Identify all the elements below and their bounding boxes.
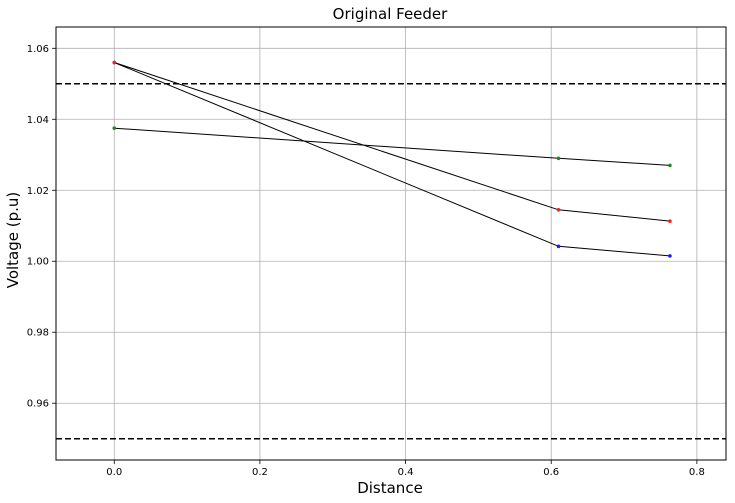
y-tick-label: 1.02 — [27, 186, 49, 197]
plot-frame — [55, 26, 727, 461]
y-tick-label: 0.98 — [27, 328, 49, 339]
x-tick-label: 0.0 — [106, 467, 122, 478]
y-tick-label: 1.06 — [27, 44, 49, 55]
chart-title: Original Feeder — [333, 5, 448, 23]
series-point-1 — [112, 60, 117, 65]
series-point-2 — [556, 156, 561, 161]
grid — [56, 27, 726, 460]
x-axis-label: Distance — [357, 479, 423, 497]
y-axis-ticks: 0.96 0.98 1.00 1.02 1.04 1.06 — [27, 44, 56, 410]
x-tick-label: 0.4 — [398, 467, 414, 478]
y-tick-label: 1.04 — [27, 115, 49, 126]
series-group — [112, 60, 672, 258]
series-point-2 — [112, 126, 117, 130]
y-tick-label: 1.00 — [27, 257, 49, 268]
series-point-0 — [668, 254, 672, 258]
series-point-2 — [668, 163, 672, 168]
limit-lines — [56, 83, 726, 440]
x-tick-label: 0.2 — [252, 467, 268, 478]
series-point-1 — [556, 207, 561, 212]
x-axis-ticks: 0.0 0.2 0.4 0.6 0.8 — [106, 460, 705, 478]
y-axis-label: Voltage (p.u) — [4, 192, 22, 289]
y-tick-label: 0.96 — [27, 399, 49, 410]
x-tick-label: 0.8 — [689, 467, 705, 478]
series-point-1 — [668, 219, 672, 223]
x-tick-label: 0.6 — [543, 467, 559, 478]
series-point-0 — [556, 244, 561, 249]
